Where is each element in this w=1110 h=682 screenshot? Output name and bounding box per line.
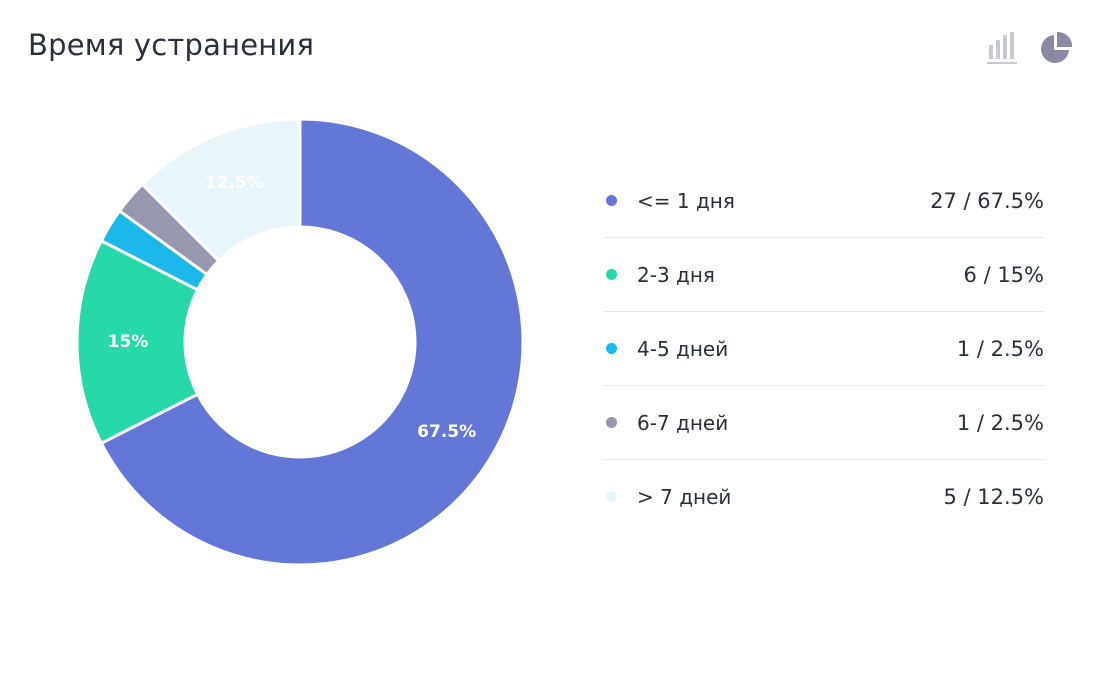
donut-slice-5[interactable] [140,117,302,263]
legend-swatch [606,269,617,280]
legend-label: 2-3 дня [637,262,715,287]
legend-label: 6-7 дней [637,410,729,435]
bar-chart-icon [987,32,1017,64]
legend-swatch [606,195,617,206]
donut-slice-1[interactable] [99,117,525,567]
legend-swatch [606,343,617,354]
legend-item[interactable]: 2-3 дня 6 / 15% [604,238,1044,312]
legend-value: 1 / 2.5% [956,336,1044,361]
legend-item[interactable]: 4-5 дней 1 / 2.5% [604,312,1044,386]
slice-percent-label: 15% [108,332,149,352]
donut-chart-svg: 67.5% 15% 12.5% [75,117,525,567]
chart-legend: <= 1 дня 27 / 67.5% 2-3 дня 6 / 15% 4-5 дней… [604,164,1044,533]
legend-value: 1 / 2.5% [956,410,1044,435]
legend-value: 5 / 12.5% [943,484,1045,509]
legend-label: 4-5 дней [637,336,729,361]
legend-value: 27 / 67.5% [930,188,1044,213]
slice-percent-label: 67.5% [417,422,476,442]
chart-type-toolbar [984,30,1074,66]
legend-swatch [606,491,617,502]
pie-chart-button[interactable] [1038,30,1074,66]
legend-label: <= 1 дня [637,188,735,213]
legend-swatch [606,417,617,428]
chart-title: Время устранения [28,28,315,62]
bar-chart-button[interactable] [984,30,1020,66]
pie-chart-icon [1041,31,1073,63]
legend-item[interactable]: 6-7 дней 1 / 2.5% [604,386,1044,460]
legend-item[interactable]: > 7 дней 5 / 12.5% [604,460,1044,533]
donut-chart: 67.5% 15% 12.5% [70,112,530,572]
legend-value: 6 / 15% [963,262,1044,287]
legend-label: > 7 дней [637,484,732,509]
legend-item[interactable]: <= 1 дня 27 / 67.5% [604,164,1044,238]
slice-percent-label: 12.5% [205,173,264,193]
